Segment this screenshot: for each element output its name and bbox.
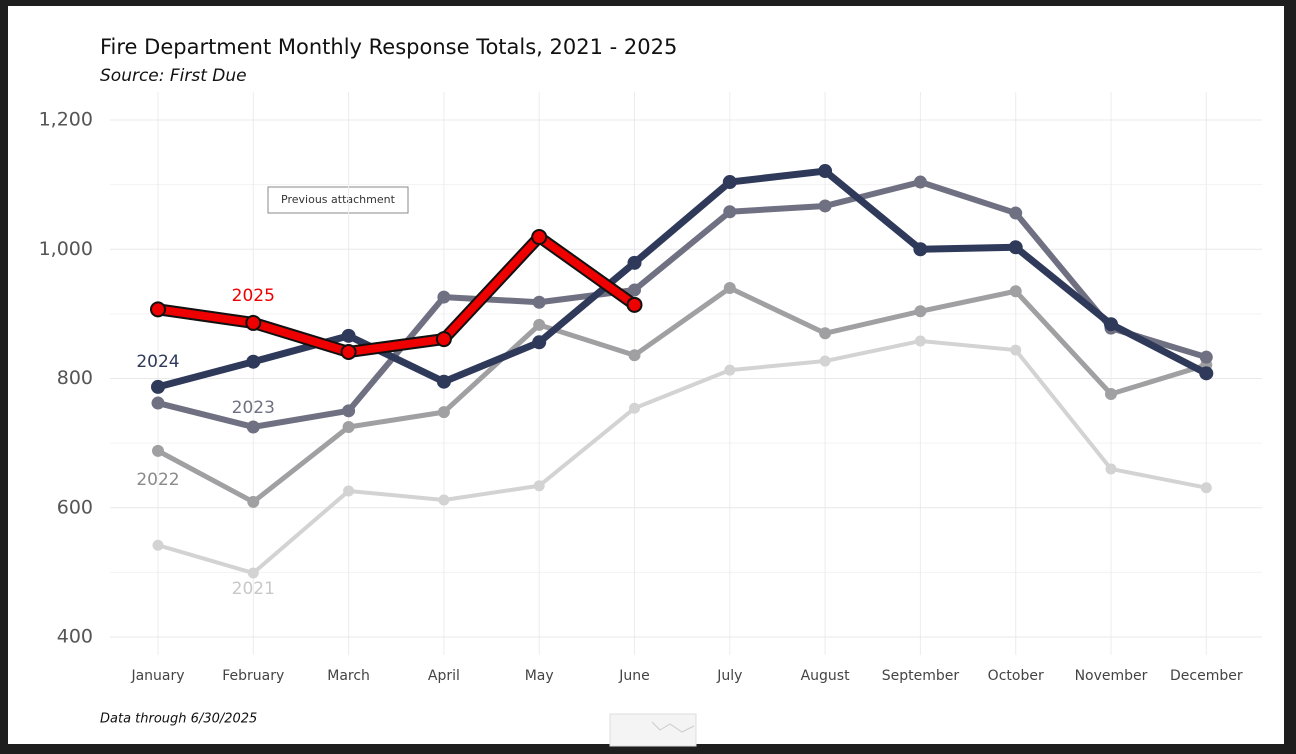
point xyxy=(628,283,641,297)
point xyxy=(342,404,356,418)
point xyxy=(437,290,451,304)
point xyxy=(1010,344,1022,356)
x-tick-label: August xyxy=(801,668,851,684)
series-label: 2022 xyxy=(136,470,179,490)
series-label: 2023 xyxy=(232,398,275,418)
x-tick-label: November xyxy=(1075,668,1148,684)
point xyxy=(629,402,640,414)
y-tick-label: 1,000 xyxy=(39,238,93,260)
point xyxy=(724,364,736,376)
x-tick-label: March xyxy=(327,668,370,684)
point xyxy=(532,335,547,350)
point xyxy=(913,175,927,189)
chart-title: Fire Department Monthly Response Totals,… xyxy=(100,35,677,59)
point xyxy=(150,301,166,318)
point xyxy=(533,318,546,331)
button-frame[interactable] xyxy=(267,186,409,214)
series-line xyxy=(155,285,1209,505)
point xyxy=(436,374,451,389)
point xyxy=(626,296,643,313)
point xyxy=(1200,482,1212,494)
x-tick-label: December xyxy=(1170,668,1243,684)
thumbnail-frame xyxy=(609,713,697,747)
point xyxy=(340,344,357,361)
point xyxy=(152,539,164,551)
point xyxy=(342,420,355,433)
series-line xyxy=(154,232,639,357)
series-label: 2025 xyxy=(232,286,275,306)
x-tick-label: January xyxy=(130,668,184,684)
point xyxy=(435,331,452,348)
previous-attachment-button[interactable]: Previous attachment xyxy=(267,186,409,214)
y-tick-label: 1,200 xyxy=(39,109,93,131)
point xyxy=(628,349,641,362)
thumbnail-line xyxy=(651,721,695,733)
series-line xyxy=(154,167,1210,391)
x-tick-label: June xyxy=(618,668,650,684)
point xyxy=(913,242,928,257)
point xyxy=(438,494,450,506)
series-line xyxy=(156,339,1209,576)
point xyxy=(245,314,262,331)
point xyxy=(533,480,545,492)
point xyxy=(818,199,832,213)
point xyxy=(532,295,546,309)
point xyxy=(819,355,831,367)
point xyxy=(1009,285,1022,298)
y-tick-label: 400 xyxy=(57,626,93,648)
point xyxy=(1199,366,1214,381)
point xyxy=(1105,388,1117,401)
x-tick-label: October xyxy=(988,668,1044,684)
point xyxy=(152,444,164,457)
point xyxy=(343,485,355,497)
point xyxy=(914,335,926,347)
point xyxy=(723,282,736,295)
point xyxy=(1009,206,1023,220)
point xyxy=(1105,463,1117,475)
point xyxy=(723,205,737,219)
point xyxy=(1104,317,1118,332)
point xyxy=(914,305,927,318)
point xyxy=(437,406,450,419)
y-tick-label: 600 xyxy=(57,496,93,518)
x-tick-label: May xyxy=(525,668,554,684)
point xyxy=(1008,240,1023,255)
button-label[interactable]: Previous attachment xyxy=(281,193,396,206)
point xyxy=(819,327,832,340)
point xyxy=(151,379,165,394)
point xyxy=(627,255,642,270)
x-tick-label: April xyxy=(428,668,460,684)
point xyxy=(246,420,260,434)
point xyxy=(722,175,737,190)
series-label: 2024 xyxy=(136,352,179,372)
panel xyxy=(8,6,1284,744)
point xyxy=(246,354,261,369)
point xyxy=(818,164,833,179)
x-tick-label: September xyxy=(882,668,960,684)
thumbnail xyxy=(609,713,697,747)
series-line xyxy=(155,179,1210,430)
footnote: Data through 6/30/2025 xyxy=(100,712,257,727)
point xyxy=(247,495,260,508)
series-label: 2021 xyxy=(232,579,275,599)
y-tick-label: 800 xyxy=(57,367,93,389)
point xyxy=(341,328,356,343)
point xyxy=(531,228,548,245)
point xyxy=(1199,350,1213,364)
chart-subtitle: Source: First Due xyxy=(100,66,247,86)
point xyxy=(151,396,165,410)
point xyxy=(247,567,259,579)
x-tick-label: February xyxy=(222,668,284,684)
x-tick-label: July xyxy=(716,668,742,684)
